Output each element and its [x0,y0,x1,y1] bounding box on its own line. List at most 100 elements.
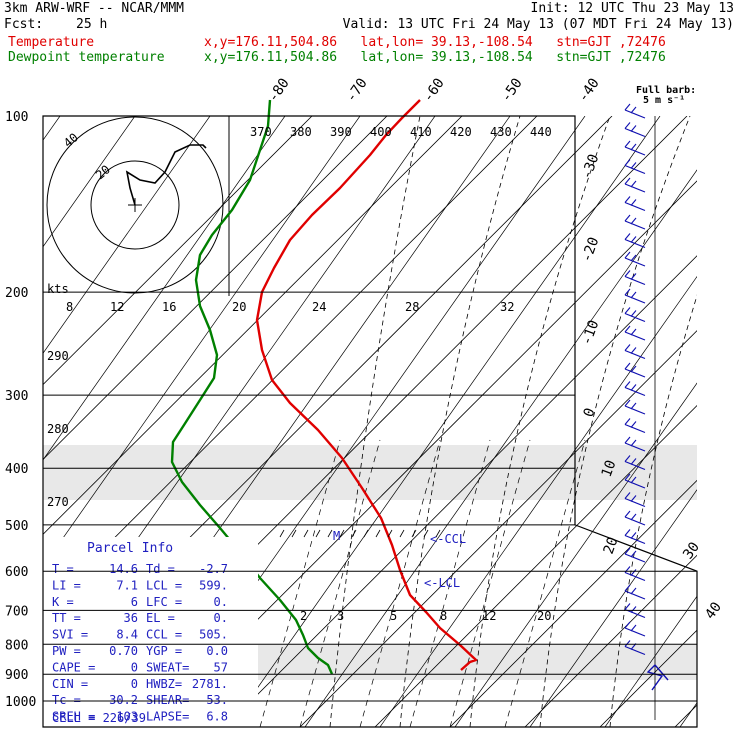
wind-barb [624,109,646,119]
theta-label: 380 [290,125,312,139]
wind-barb [624,497,646,508]
temperature-location: x,y=176.11,504.86 lat,lon= 39.13,-108.54… [204,35,666,50]
wind-barb-flag [630,199,637,206]
isotherm-label: 10 [599,458,620,479]
wind-speed-label: 12 [110,300,124,314]
moist-adiabat-line [469,116,611,727]
wind-speed-label: 32 [500,300,514,314]
mixing-ratio-label: 12 [482,609,496,623]
pressure-tick-label: 100 [5,110,28,125]
wind-barb-flag [624,492,631,499]
parcel-info-key: LFC = [146,595,182,609]
parcel-info-value: 8.4 [116,628,138,642]
theta-label: 270 [47,495,69,509]
forecast-label: Fcst: [4,17,44,32]
wind-barb [624,627,646,637]
isotherm-line [674,704,697,727]
pressure-tick-label: 300 [5,389,28,404]
isotherm-line [43,116,463,535]
wind-barb-flag [630,606,637,613]
parcel-info-key: SHEAR= [146,693,189,707]
pressure-tick-label: 700 [5,604,28,619]
mixing-ratio-line [259,439,341,727]
wind-barb-flag [630,624,637,632]
dewpoint-line [170,99,334,675]
parcel-info-key: SVI = [52,628,88,642]
isotherm-label: -70 [343,75,371,105]
pressure-tick-label: 600 [5,565,28,580]
wind-barb-flag [624,270,631,277]
isotherm-line [374,404,697,727]
parcel-info-value: 14.6 [109,562,138,576]
wind-barb-flag [624,621,631,629]
wind-barb-flag [624,381,631,388]
wind-barb [624,516,646,526]
isotherm-label: 40 [702,599,725,622]
wind-barb-flag [630,217,637,225]
wind-barb-flag [624,122,631,129]
parcel-info-key: PW = [52,644,81,658]
isotherm-line [224,255,697,727]
parcel-tick [399,529,405,538]
wind-barb [624,294,646,304]
isotherm-label: -60 [420,75,448,105]
isotherm-line [524,554,697,727]
isotherm-line [299,330,697,727]
wind-barb-flag [630,550,637,558]
parcel-tick [375,529,381,538]
wind-barb-flag [624,251,631,259]
parcel-info-value: 36 [124,611,138,625]
wind-barb-flag [630,513,637,521]
plot-frame [42,115,698,728]
wind-barb-flag [624,307,631,314]
theta-label: 400 [370,125,392,139]
wind-barb [624,164,646,175]
wind-speed-label: 16 [162,300,176,314]
wind-barb-flag [624,214,631,222]
wind-speed-label: kts [47,282,69,296]
temperature-legend: Temperature [8,35,95,50]
pressure-tick-label: 1000 [5,695,36,710]
wind-barb-flag [630,143,637,151]
wind-barb [624,405,646,415]
wind-barb [624,349,646,360]
wind-barb-flag [630,532,637,539]
parcel-info-key: TT = [52,611,81,625]
theta-label: 440 [530,125,552,139]
wind-barb-flag [624,159,631,166]
hodograph-ring [90,160,180,250]
parcel-info-key: Tc = [52,693,81,707]
wind-barb [624,220,646,230]
mixing-ratio-label: 8 [440,609,447,623]
wind-barb-flag [624,547,631,555]
wind-barb [624,571,646,582]
wind-barb-flag [624,529,631,536]
wind-speed-label: 8 [66,300,73,314]
wind-barb-flag [630,439,637,447]
hodograph-ring-label: 20 [93,162,113,182]
parcel-tick [291,529,297,538]
wind-barb [624,127,646,138]
mixing-ratio-label: 5 [390,609,397,623]
wind-barb-flag [630,291,637,299]
parcel-info-key: LI = [52,578,81,592]
wind-barb [624,275,646,286]
parcel-info-value: 57 [214,660,228,674]
wind-barb-flag [630,569,637,576]
parcel-info-key: CCL = [146,628,182,642]
isotherm-label: -30 [579,152,603,181]
parcel-info-value: 0.0 [206,644,228,658]
isotherm-line [449,479,697,727]
wind-barb-flag [630,180,637,188]
parcel-info-value: 0 [131,660,138,674]
hodograph-trace [125,144,207,206]
wind-barb-flag [624,584,631,592]
barb-key-unit: 5 m s⁻¹ [643,95,685,106]
mixing-ratio-label: 20 [537,609,551,623]
wind-barb-flag [624,325,631,333]
parcel-info-key: LCL = [146,578,182,592]
dry-adiabat-line [43,116,136,248]
level-marker: <-CCL [430,532,466,546]
pressure-tick-label: 400 [5,462,28,477]
wind-barb-flag [624,362,631,370]
